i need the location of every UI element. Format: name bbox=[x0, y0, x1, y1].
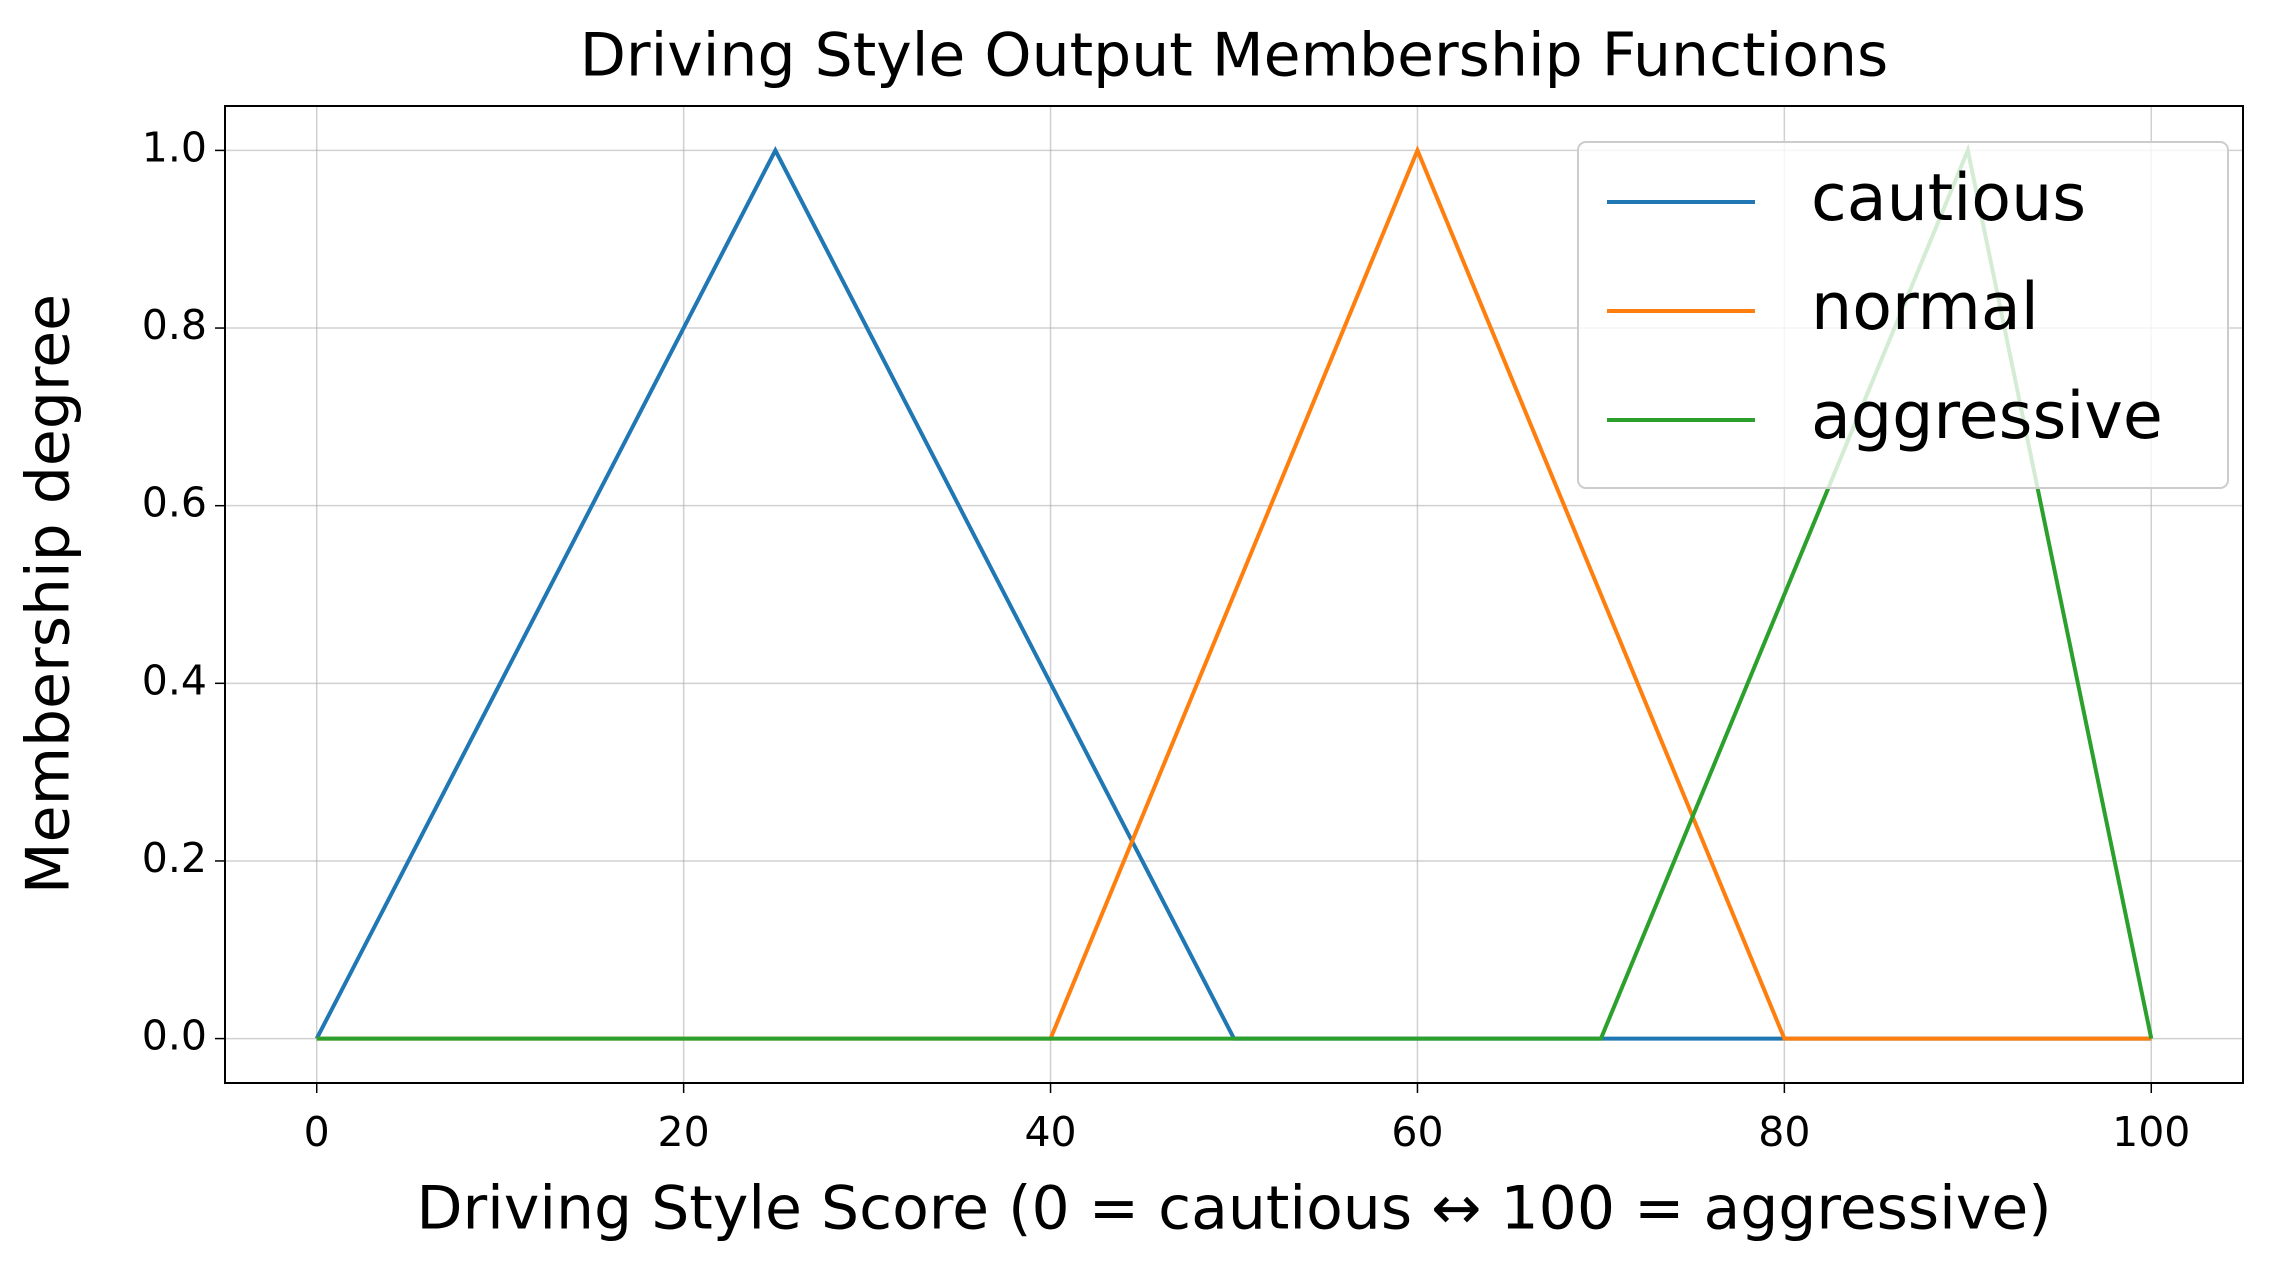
legend-box bbox=[1577, 141, 2229, 489]
y-tick-label: 0.4 bbox=[142, 656, 207, 704]
legend-label: normal bbox=[1811, 270, 2039, 345]
y-tick-label: 0.6 bbox=[142, 479, 207, 527]
x-tick-label: 40 bbox=[1024, 1108, 1076, 1156]
legend-label: cautious bbox=[1811, 161, 2086, 236]
y-tick-label: 0.0 bbox=[142, 1012, 207, 1060]
y-tick-label: 1.0 bbox=[142, 123, 207, 171]
legend: cautious normal aggressive bbox=[1577, 141, 2229, 489]
x-tick-label: 80 bbox=[1758, 1108, 1810, 1156]
x-axis-label: Driving Style Score (0 = cautious ↔ 100 … bbox=[416, 1174, 2051, 1244]
plot-frame bbox=[224, 105, 2244, 1084]
series-line bbox=[316, 143, 2154, 1041]
y-tick-label: 0.8 bbox=[142, 301, 207, 349]
x-tick-label: 20 bbox=[658, 1108, 710, 1156]
series-line bbox=[314, 146, 2152, 1041]
chart-title: Driving Style Output Membership Function… bbox=[580, 21, 1889, 91]
x-tick-label: 60 bbox=[1391, 1108, 1443, 1156]
legend-label: aggressive bbox=[1811, 379, 2163, 454]
x-tick-label: 0 bbox=[304, 1108, 330, 1156]
y-tick-label: 0.2 bbox=[142, 834, 207, 882]
y-axis-label: Membership degree bbox=[14, 294, 84, 894]
x-tick-label: 100 bbox=[2112, 1108, 2190, 1156]
